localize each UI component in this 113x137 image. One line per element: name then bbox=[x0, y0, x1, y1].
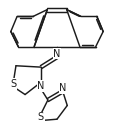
Text: N: N bbox=[59, 83, 66, 93]
Text: N: N bbox=[53, 49, 60, 59]
Text: S: S bbox=[37, 112, 44, 122]
Text: N: N bbox=[37, 81, 44, 91]
Text: S: S bbox=[10, 79, 16, 89]
